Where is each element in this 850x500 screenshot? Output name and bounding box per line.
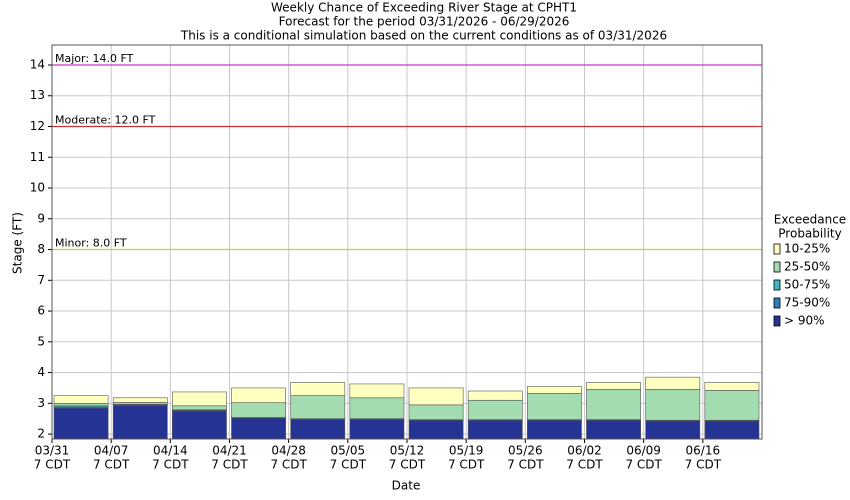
x-tick-label: 04/28 [271, 444, 306, 458]
x-tick-label: 7 CDT [448, 458, 485, 472]
bar-segment [586, 389, 641, 420]
y-tick-label: 4 [37, 365, 45, 379]
plot-frame [51, 44, 763, 440]
bar-segment [53, 403, 109, 407]
x-tick-label: 7 CDT [685, 458, 722, 472]
bar-segment [467, 390, 523, 401]
threshold-label: Minor: 8.0 FT [55, 237, 127, 250]
bar-segment [704, 390, 760, 421]
bar-segment [527, 419, 582, 440]
bar-segment [467, 399, 523, 420]
bar-segment [172, 391, 227, 407]
legend-label: 50-75% [784, 278, 830, 292]
bar-segment [231, 402, 286, 418]
x-tick-label: 05/26 [508, 444, 543, 458]
chart-subtitle: Forecast for the period 03/31/2026 - 06/… [279, 15, 570, 29]
legend-label: 25-50% [784, 260, 830, 274]
legend-title: Exceedance [774, 213, 846, 227]
threshold-label: Moderate: 12.0 FT [55, 114, 156, 127]
bar-segment [408, 387, 464, 406]
x-tick-label: 7 CDT [152, 458, 189, 472]
x-tick-label: 05/19 [449, 444, 484, 458]
bar-segment [112, 405, 168, 440]
bar-segment [172, 405, 227, 411]
legend-swatch [773, 297, 781, 309]
y-tick-label: 14 [30, 57, 45, 71]
bar-segment [290, 382, 346, 396]
legend-label: 10-25% [784, 242, 830, 256]
x-tick-label: 05/12 [390, 444, 425, 458]
bar-segment [290, 395, 346, 420]
y-tick-label: 11 [30, 150, 45, 164]
x-tick-label: 06/09 [626, 444, 661, 458]
legend-swatch [773, 243, 781, 255]
bar-segment [527, 393, 582, 420]
bar-segment [704, 382, 760, 391]
legend-swatch [773, 261, 781, 273]
x-tick-label: 7 CDT [270, 458, 307, 472]
bar-segment [53, 395, 109, 404]
bar-segment [349, 397, 405, 420]
bar-segment [231, 387, 286, 404]
legend-label: 75-90% [784, 296, 830, 310]
y-tick-label: 5 [37, 334, 45, 348]
bar-segment [586, 419, 641, 440]
bar-segment [408, 419, 464, 440]
bar-segment [467, 419, 523, 440]
bar-segment [290, 419, 346, 440]
x-tick-label: 7 CDT [507, 458, 544, 472]
x-tick-label: 06/02 [567, 444, 602, 458]
y-axis-label: Stage (FT) [11, 212, 25, 274]
y-tick-label: 2 [37, 427, 45, 441]
chart-title: Weekly Chance of Exceeding River Stage a… [271, 1, 577, 15]
x-tick-label: 7 CDT [330, 458, 367, 472]
x-tick-label: 04/21 [212, 444, 247, 458]
bar-segment [645, 389, 701, 421]
y-tick-label: 13 [30, 88, 45, 102]
x-tick-label: 7 CDT [34, 458, 71, 472]
bar-segment [112, 397, 168, 403]
bar-segment [527, 386, 582, 394]
bar-segment [645, 420, 701, 440]
bar-segment [53, 407, 109, 440]
legend-label: > 90% [784, 314, 825, 328]
x-tick-label: 7 CDT [211, 458, 248, 472]
bar-segment [349, 383, 405, 399]
x-tick-label: 04/14 [153, 444, 188, 458]
y-tick-label: 6 [37, 304, 45, 318]
bar-segment [408, 404, 464, 420]
legend-swatch [773, 315, 781, 327]
x-tick-label: 03/31 [35, 444, 70, 458]
x-tick-label: 7 CDT [93, 458, 130, 472]
legend-swatch [773, 279, 781, 291]
x-tick-label: 06/16 [686, 444, 721, 458]
bar-segment [645, 376, 701, 390]
bar-segment [231, 417, 286, 440]
y-tick-label: 3 [37, 396, 45, 410]
x-tick-label: 7 CDT [566, 458, 603, 472]
x-tick-label: 05/05 [331, 444, 366, 458]
x-tick-label: 7 CDT [625, 458, 662, 472]
x-tick-label: 04/07 [94, 444, 129, 458]
bar-segment [349, 419, 405, 440]
y-tick-label: 9 [37, 211, 45, 225]
bar-segment [704, 420, 760, 440]
chart-subtitle: This is a conditional simulation based o… [180, 29, 667, 43]
bar-segment [586, 382, 641, 390]
y-tick-label: 7 [37, 273, 45, 287]
x-axis-label: Date [392, 479, 421, 493]
y-tick-label: 10 [30, 181, 45, 195]
y-tick-label: 8 [37, 242, 45, 256]
legend-title: Probability [778, 227, 841, 241]
bar-segment [172, 410, 227, 440]
x-tick-label: 7 CDT [389, 458, 426, 472]
threshold-label: Major: 14.0 FT [55, 52, 134, 65]
y-tick-label: 12 [30, 119, 45, 133]
